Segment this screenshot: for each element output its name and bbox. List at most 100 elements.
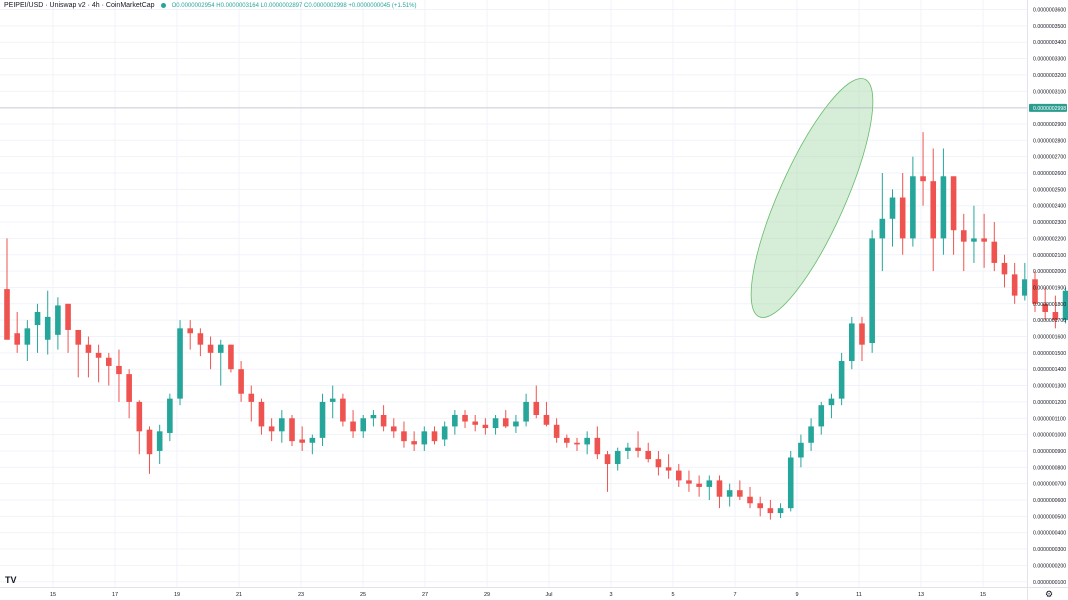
candle-body bbox=[635, 447, 641, 451]
candle-body bbox=[309, 437, 316, 443]
candle-body bbox=[828, 398, 835, 406]
candle-body bbox=[991, 241, 998, 263]
candle-body bbox=[665, 467, 672, 471]
y-tick-label: 0.0000000500 bbox=[1033, 514, 1066, 520]
candle-body bbox=[981, 238, 987, 242]
x-tick-label: 9 bbox=[795, 592, 798, 598]
candle-body bbox=[482, 424, 489, 429]
candle-body bbox=[207, 344, 214, 353]
y-tick-label: 0.0000003500 bbox=[1033, 24, 1066, 30]
candle-body bbox=[14, 333, 20, 345]
candle-body bbox=[594, 437, 601, 455]
candle-body bbox=[737, 490, 743, 497]
y-tick-label: 0.0000002300 bbox=[1033, 220, 1066, 226]
y-tick-label: 0.0000003200 bbox=[1033, 73, 1066, 79]
tradingview-logo-icon[interactable]: TV bbox=[5, 575, 17, 585]
candle-body bbox=[910, 176, 916, 239]
candle-body bbox=[319, 401, 326, 438]
candle-body bbox=[177, 328, 183, 399]
candle-body bbox=[564, 437, 570, 443]
chart-header: PEIPEI/USD · Uniswap v2 · 4h · CoinMarke… bbox=[4, 2, 416, 9]
x-tick-label: 15 bbox=[980, 592, 986, 598]
candle-body bbox=[757, 503, 763, 509]
y-tick-label: 0.0000001600 bbox=[1033, 335, 1066, 341]
candle-body bbox=[533, 401, 540, 415]
candle-body bbox=[604, 454, 611, 465]
candle-body bbox=[1032, 279, 1038, 304]
candle-body bbox=[879, 218, 886, 239]
candle-body bbox=[431, 431, 438, 442]
y-tick-label: 0.0000000800 bbox=[1033, 465, 1066, 471]
candle-body bbox=[777, 508, 784, 514]
candle-body bbox=[686, 480, 692, 484]
candle-body bbox=[787, 457, 794, 509]
candle-body bbox=[228, 344, 234, 370]
candle-body bbox=[248, 393, 255, 402]
candle-body bbox=[574, 442, 580, 445]
y-tick-label: 0.0000001800 bbox=[1033, 302, 1066, 308]
gear-icon[interactable]: ⚙ bbox=[1045, 589, 1054, 599]
candle-body bbox=[299, 439, 305, 443]
y-tick-label: 0.0000000400 bbox=[1033, 531, 1066, 537]
last-price-badge bbox=[1029, 103, 1067, 112]
y-tick-label: 0.0000002200 bbox=[1033, 236, 1066, 242]
candle-body bbox=[85, 344, 92, 353]
candle-body bbox=[329, 398, 336, 402]
candle-body bbox=[187, 328, 194, 334]
candle-body bbox=[625, 447, 631, 451]
candle-body bbox=[930, 181, 937, 239]
candle-body bbox=[390, 426, 397, 432]
ohlc-readout: O0.0000002954 H0.0000003164 L0.000000289… bbox=[171, 2, 417, 9]
candle-body bbox=[167, 398, 173, 433]
candle-body bbox=[838, 361, 845, 399]
candle-body bbox=[859, 323, 865, 345]
y-tick-label: 0.0000001100 bbox=[1033, 416, 1066, 422]
y-tick-label: 0.0000002600 bbox=[1033, 171, 1066, 177]
y-tick-label: 0.0000001000 bbox=[1033, 433, 1066, 439]
candles bbox=[4, 132, 1068, 520]
candle-body bbox=[472, 421, 479, 425]
candle-body bbox=[95, 352, 102, 358]
candle-body bbox=[675, 470, 682, 481]
candle-body bbox=[614, 450, 621, 465]
candle-body bbox=[1001, 262, 1008, 275]
candle-body bbox=[421, 431, 428, 445]
candle-body bbox=[492, 418, 499, 429]
candle-body bbox=[360, 418, 367, 432]
candle-body bbox=[971, 238, 977, 242]
candle-body bbox=[65, 303, 71, 330]
candle-body bbox=[238, 369, 244, 394]
candle-body bbox=[747, 496, 753, 504]
x-tick-label: 11 bbox=[856, 592, 862, 598]
x-tick-label: 25 bbox=[360, 592, 366, 598]
candle-body bbox=[146, 429, 153, 455]
candle-body bbox=[696, 483, 702, 487]
x-tick-label: 3 bbox=[609, 592, 612, 598]
candle-body bbox=[960, 230, 967, 242]
y-tick-label: 0.0000001500 bbox=[1033, 351, 1066, 357]
candle-body bbox=[126, 374, 132, 402]
candle-body bbox=[940, 176, 947, 239]
candle-body bbox=[1022, 279, 1028, 296]
x-tick-label: 13 bbox=[918, 592, 924, 598]
y-tick-label: 0.0000000100 bbox=[1033, 580, 1066, 586]
candle-body bbox=[655, 459, 662, 468]
symbol-title[interactable]: PEIPEI/USD · Uniswap v2 · 4h · CoinMarke… bbox=[4, 2, 155, 9]
y-tick-label: 0.0000002000 bbox=[1033, 269, 1066, 275]
candle-body bbox=[156, 431, 163, 451]
candle-body bbox=[279, 418, 285, 432]
candle-body bbox=[726, 490, 733, 497]
candle-body bbox=[1042, 303, 1048, 312]
chart-grid bbox=[0, 0, 1027, 587]
candle-body bbox=[116, 365, 122, 375]
candle-body bbox=[340, 398, 346, 422]
y-tick-label: 0.0000002800 bbox=[1033, 138, 1066, 144]
candle-body bbox=[513, 421, 519, 427]
y-tick-label: 0.0000001300 bbox=[1033, 384, 1066, 390]
y-tick-label: 0.0000000700 bbox=[1033, 482, 1066, 488]
x-tick-label: 21 bbox=[236, 592, 242, 598]
y-tick-label: 0.0000002500 bbox=[1033, 187, 1066, 193]
candle-body bbox=[1062, 290, 1068, 321]
